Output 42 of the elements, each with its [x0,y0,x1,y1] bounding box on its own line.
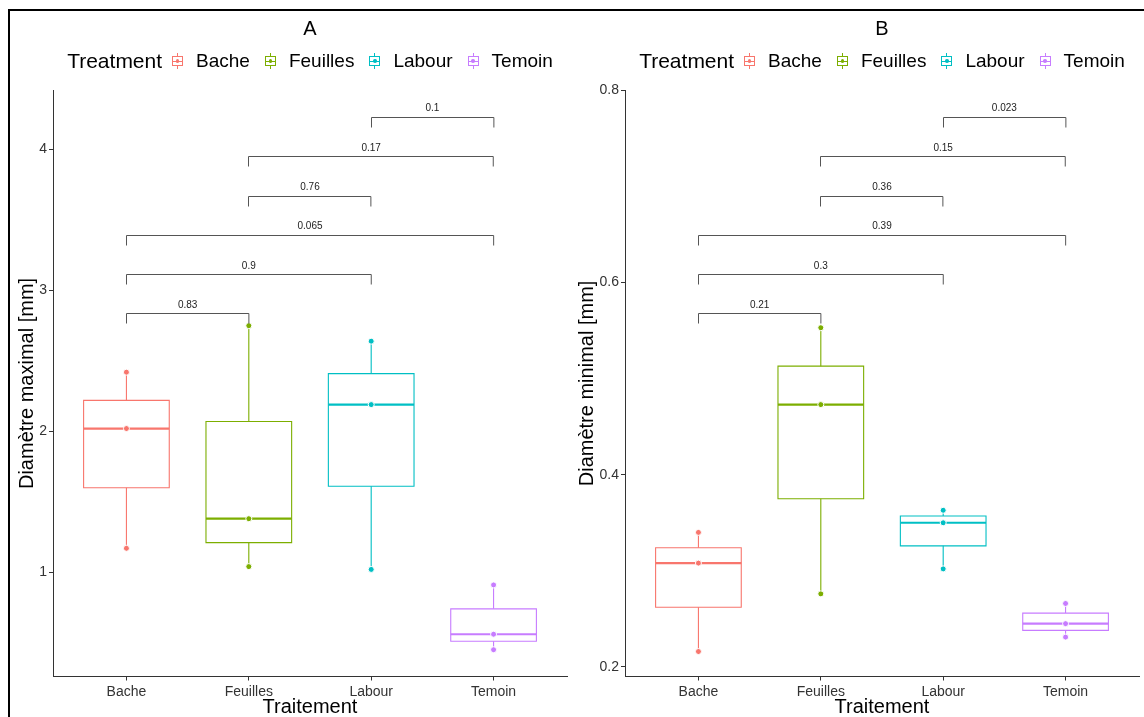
y-axis-title: Diamètre maximal [mm] [14,277,37,490]
annotation: 0.3 [813,259,828,272]
y-tick-label: 3 [39,281,48,298]
x-tick-label: Labour [921,682,966,699]
annotation: 0.83 [177,298,198,311]
legend-label: Bache [196,50,250,72]
x-tick-label: Bache [678,682,719,699]
legend-label: Bache [768,50,822,72]
y-tick-label: 4 [39,140,48,157]
x-tick-label: Temoin [1043,682,1089,699]
annotation: 0.21 [749,298,770,311]
annotation: 0.065 [297,220,323,233]
legend-label: Temoin [491,50,553,72]
annotation: 0.76 [300,181,320,193]
y-tick-label: 2 [39,422,48,439]
annotation: 0.17 [361,141,381,154]
x-tick-label: Feuilles [224,682,273,699]
x-tick-label: Feuilles [796,682,845,699]
annotation: 0.39 [872,220,892,233]
legend-label: Feuilles [288,50,355,72]
legend-label: Labour [965,50,1025,72]
legend-title: Treatment [67,49,163,73]
legend-label: Feuilles [860,50,927,72]
x-tick-label: Bache [106,682,147,699]
annotation: 0.15 [933,141,953,154]
legend-title: Treatment [639,49,735,73]
annotation: 0.36 [872,181,892,193]
y-tick-label: 0.6 [599,273,620,290]
y-axis-title: Diamètre minimal [mm] [575,280,598,487]
chart-title: A [302,16,318,40]
annotation: 0.023 [991,102,1017,115]
annotation: 0.1 [425,102,440,115]
annotation: 0.9 [241,259,256,272]
y-tick-label: 0.4 [599,465,620,482]
y-tick-label: 1 [39,563,48,580]
x-tick-label: Temoin [471,682,517,699]
legend-label: Labour [393,50,453,72]
y-tick-label: 0.8 [599,81,620,98]
x-tick-label: Labour [349,682,394,699]
y-tick-label: 0.2 [599,657,620,674]
chart-title: B [874,16,890,40]
legend-label: Temoin [1063,50,1125,72]
